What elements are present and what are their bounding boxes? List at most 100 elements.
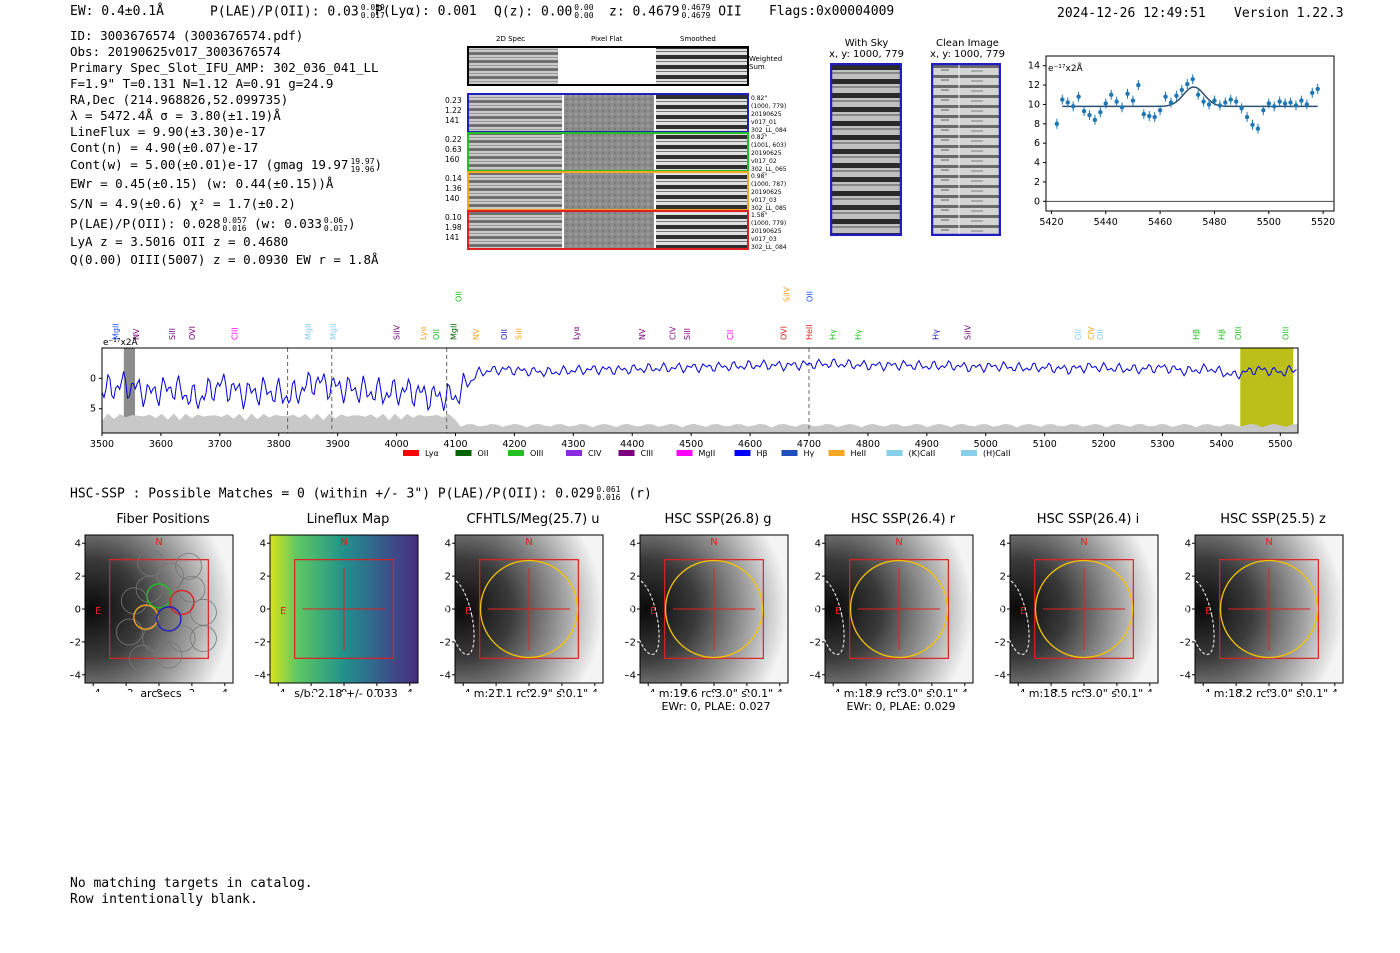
panel-ytick-label: −4 (440, 670, 451, 681)
legend-swatch (828, 450, 845, 456)
hsc-line: HSC-SSP : Possible Matches = 0 (within +… (70, 486, 652, 502)
panel-xtick-label: −2 (119, 688, 134, 692)
east-label: E (465, 606, 471, 617)
cutout-left-label: 140 (445, 194, 460, 203)
header-z-line: OII (718, 4, 742, 20)
panel-xtick-label: −4 (271, 688, 286, 692)
panel-ytick-label: −4 (995, 670, 1006, 681)
spectrum-units: e⁻¹⁷x2Å (103, 336, 139, 348)
panel-xtick-label: −4 (641, 688, 656, 692)
zoom-point (1087, 112, 1092, 118)
panel-caption-2: EWr: 0, PLAE: 0.029 (846, 700, 956, 713)
spectrum-xtick-label: 4300 (561, 439, 585, 450)
zoom-ytick-label: 2 (1034, 177, 1040, 188)
panel-caption: arcsecs (140, 687, 182, 700)
header-z-hi: 0.4679 (681, 3, 711, 12)
info-contw-hi: 19.97 (350, 156, 375, 166)
zoom-point (1103, 101, 1108, 106)
legend-label: Lyα (425, 449, 439, 458)
header-version: Version 1.22.3 (1234, 6, 1344, 21)
panel-ytick-label: 2 (815, 572, 821, 583)
panel-ytick-label: 2 (1185, 572, 1191, 583)
cutout-right-label: 0.98" (751, 173, 767, 180)
panel-ytick-label: 2 (630, 572, 636, 583)
panel-ytick-label: 0 (815, 605, 821, 616)
zoom-point (1081, 109, 1087, 114)
aperture-box (294, 559, 394, 659)
cutout-right-label: 302_LL_085 (751, 205, 787, 212)
panel-ytick-label: 0 (630, 605, 636, 616)
info-sn: S/N = 4.9(±0.6) χ² = 1.7(±0.2) (70, 196, 296, 211)
clean-title: Clean Image x, y: 1000, 779 (925, 38, 1010, 60)
header-z-lo: 0.4679 (681, 11, 711, 20)
panel-xtick-label: −2 (674, 688, 689, 692)
zoom-plot: e⁻¹⁷x2Å 0 2 4 6 8 10 12 14 5420 5440 5460 5480 5500… (1028, 55, 1335, 228)
panel-image: −4 −4 −2 −2 0 0 2 2 4 4 N E (440, 534, 604, 692)
cutout-weighted-label: Weighted Sum (749, 55, 783, 71)
zoom-point (1217, 103, 1223, 108)
info-obs: Obs: 20190625v017_3003676574 (70, 44, 281, 59)
panel-ytick-label: 4 (1185, 539, 1191, 550)
spectrum-xtick-label: 4100 (443, 439, 467, 450)
spectrum-line-marker: OVI (188, 326, 197, 340)
panel-xtick-label: −2 (1229, 688, 1244, 692)
panel-ytick-label: 2 (1000, 572, 1006, 583)
cutout-smooth (656, 94, 748, 132)
spectrum-line-marker: Lyα (419, 326, 428, 340)
cutout-flat (564, 211, 654, 249)
spectrum-xtick-label: 4600 (738, 439, 762, 450)
zoom-point (1070, 104, 1076, 109)
panel-xtick-label: 4 (592, 688, 598, 692)
cutout-col-flat: Pixel Flat (591, 35, 623, 43)
legend-label: OIII (530, 449, 543, 458)
zoom-point (1228, 97, 1233, 102)
zoom-point (1179, 87, 1185, 93)
legend-swatch (618, 450, 635, 456)
panel-xtick-label: 0 (1081, 688, 1087, 692)
panel-image: −4 −4 −2 −2 0 0 2 2 4 4 N E (70, 534, 234, 692)
info-contw-lo: 19.96 (350, 164, 375, 174)
spectrum-line-marker: MgII (329, 323, 338, 340)
spectrum-line-marker: Hγ (829, 329, 838, 340)
legend-label: HeII (851, 449, 867, 458)
spectrum-line-marker: SiIV (963, 324, 972, 340)
legend-label: CIV (588, 449, 602, 458)
spectrum-frame (101, 347, 1299, 434)
zoom-ytick-label: 14 (1028, 61, 1040, 72)
panel-caption: m:18.9 rc:3.0" s:0.1" (843, 687, 959, 700)
panel-xtick-label: 2 (1114, 688, 1120, 692)
legend-swatch (886, 450, 903, 456)
fiber-circle (137, 549, 165, 577)
legend-swatch (734, 450, 751, 456)
panel-xtick-label: −2 (859, 688, 874, 692)
info-plae-w-hi: 0.06 (323, 215, 344, 225)
zoom-point (1141, 111, 1147, 117)
galaxy-ellipse (1185, 579, 1215, 655)
panel-xtick-label: 4 (222, 688, 228, 692)
header-plae-hi: 0.059 (360, 3, 385, 12)
spectrum-line-marker: SiIV (783, 286, 792, 302)
sky-title-text: With Sky (844, 38, 889, 49)
panel-ytick-label: 4 (630, 539, 636, 550)
zoom-point (1119, 105, 1125, 110)
info-q: Q(0.00) OIII(5007) z = 0.0930 EW r = 1.8… (70, 252, 379, 267)
cutout-left-label: 0.10 (445, 213, 462, 222)
spectrum-xtick-label: 3800 (267, 439, 291, 450)
spectrum-line-marker: CIV (668, 326, 677, 340)
panel-ytick-label: 4 (260, 539, 266, 550)
north-label: N (340, 537, 347, 548)
zoom-point (1174, 93, 1179, 98)
spectrum-xtick-label: 5000 (974, 439, 998, 450)
galaxy-ellipse (630, 579, 660, 655)
info-contn: Cont(n) = 4.90(±0.07)e-17 (70, 140, 259, 155)
legend-label: CIII (641, 449, 654, 458)
spectrum-line-marker: OIII (1234, 327, 1243, 340)
zoom-point (1288, 100, 1293, 105)
spectrum-line-marker: SiII (514, 328, 523, 340)
panel-xtick-label: 4 (407, 688, 413, 692)
aperture-box (1219, 559, 1319, 659)
clean-title-text: Clean Image (936, 38, 999, 49)
zoom-xtick-label: 5420 (1039, 217, 1063, 228)
